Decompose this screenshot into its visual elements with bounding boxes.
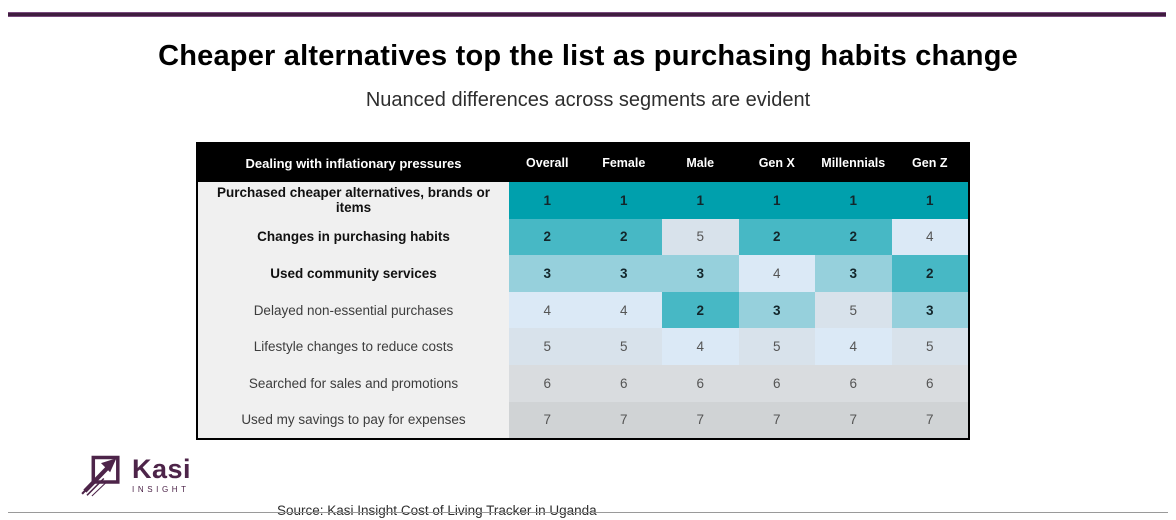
row-label: Searched for sales and promotions — [197, 364, 509, 402]
rank-cell: 2 — [509, 218, 586, 256]
rank-cell: 5 — [509, 328, 586, 365]
rank-cell: 3 — [585, 255, 662, 292]
rank-cell: 5 — [585, 328, 662, 365]
rank-cell: 5 — [662, 218, 739, 256]
table-header: Dealing with inflationary pressures Over… — [197, 143, 969, 182]
rank-cell: 3 — [815, 255, 892, 292]
rank-cell: 1 — [585, 182, 662, 219]
table-row: Used my savings to pay for expenses 7 7 7 7 7… — [197, 401, 969, 440]
top-accent-rule — [8, 12, 1166, 17]
rank-cell: 4 — [585, 291, 662, 329]
source-line-1: Source: Kasi Insight Cost of Living Trac… — [277, 503, 597, 519]
rank-cell: 4 — [815, 328, 892, 365]
kasi-logo: Kasi INSIGHT — [80, 452, 191, 498]
row-label: Used community services — [197, 255, 509, 292]
rank-cell: 5 — [891, 328, 969, 365]
rank-cell: 2 — [815, 218, 892, 256]
rank-cell: 1 — [738, 182, 815, 219]
rank-cell: 3 — [891, 291, 969, 329]
table-row: Searched for sales and promotions 6 6 6 6 6 6 — [197, 364, 969, 402]
column-header-gen-z: Gen Z — [891, 143, 969, 182]
rank-cell: 5 — [815, 291, 892, 329]
table-corner-header: Dealing with inflationary pressures — [197, 143, 509, 182]
rank-cell: 3 — [738, 291, 815, 329]
rank-cell: 1 — [815, 182, 892, 219]
page-subtitle: Nuanced differences across segments are … — [365, 89, 811, 111]
rank-cell: 4 — [662, 328, 739, 365]
rank-cell: 2 — [585, 218, 662, 256]
rank-cell: 7 — [585, 401, 662, 440]
row-label: Lifestyle changes to reduce costs — [197, 328, 509, 365]
rank-cell: 4 — [509, 291, 586, 329]
rank-cell: 4 — [891, 218, 969, 256]
rank-cell: 6 — [738, 364, 815, 402]
column-header-overall: Overall — [509, 143, 586, 182]
kasi-logo-wordmark: Kasi INSIGHT — [132, 456, 191, 494]
row-label: Delayed non-essential purchases — [197, 291, 509, 329]
row-label: Changes in purchasing habits — [197, 218, 509, 256]
rank-cell: 4 — [738, 255, 815, 292]
rank-cell: 3 — [662, 255, 739, 292]
rank-cell: 1 — [509, 182, 586, 219]
table-body: Purchased cheaper alternatives, brands o… — [197, 182, 969, 440]
rank-cell: 6 — [509, 364, 586, 402]
page-title: Cheaper alternatives top the list as pur… — [158, 40, 1018, 72]
kasi-arrow-icon — [81, 455, 120, 497]
rank-cell: 7 — [662, 401, 739, 440]
rank-cell: 7 — [891, 401, 969, 440]
kasi-logo-subtext: INSIGHT — [132, 485, 190, 494]
table-row: Used community services 3 3 3 4 3 2 — [197, 255, 969, 292]
table-row: Lifestyle changes to reduce costs 5 5 4 5 4 5 — [197, 328, 969, 365]
rank-cell: 2 — [662, 291, 739, 329]
row-label: Purchased cheaper alternatives, brands o… — [197, 182, 509, 219]
column-header-male: Male — [662, 143, 739, 182]
rank-cell: 1 — [662, 182, 739, 219]
bottom-rule — [8, 512, 1168, 513]
rank-cell: 7 — [738, 401, 815, 440]
table-row: Delayed non-essential purchases 4 4 2 3 5 3 — [197, 291, 969, 329]
rank-cell: 5 — [738, 328, 815, 365]
rank-cell: 6 — [662, 364, 739, 402]
kasi-logo-text: Kasi — [132, 454, 192, 484]
rank-cell: 7 — [815, 401, 892, 440]
column-header-gen-x: Gen X — [738, 143, 815, 182]
row-label: Used my savings to pay for expenses — [197, 401, 509, 440]
rank-cell: 6 — [891, 364, 969, 402]
column-header-millennials: Millennials — [815, 143, 892, 182]
table-row: Purchased cheaper alternatives, brands o… — [197, 182, 969, 219]
ranking-table: Dealing with inflationary pressures Over… — [196, 142, 970, 441]
rank-cell: 7 — [509, 401, 586, 440]
table-header-row: Dealing with inflationary pressures Over… — [197, 143, 969, 182]
source-note: Source: Kasi Insight Cost of Living Trac… — [277, 466, 814, 520]
table-row: Changes in purchasing habits 2 2 5 2 2 4 — [197, 218, 969, 256]
rank-cell: 2 — [738, 218, 815, 256]
rank-cell: 1 — [891, 182, 969, 219]
rank-cell: 6 — [585, 364, 662, 402]
rank-cell: 6 — [815, 364, 892, 402]
column-header-female: Female — [585, 143, 662, 182]
rank-cell: 3 — [509, 255, 586, 292]
rank-cell: 2 — [891, 255, 969, 292]
